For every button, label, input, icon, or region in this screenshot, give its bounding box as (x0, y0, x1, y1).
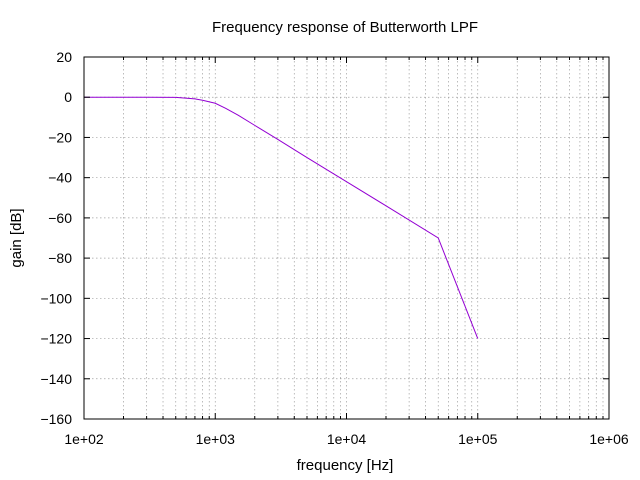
y-tick-label: −120 (40, 331, 72, 347)
chart-title: Frequency response of Butterworth LPF (212, 19, 478, 36)
x-tick-label: 1e+06 (589, 431, 629, 447)
y-tick-label: −80 (48, 250, 72, 266)
x-tick-label: 1e+03 (196, 431, 236, 447)
x-tick-label: 1e+04 (327, 431, 367, 447)
y-tick-label: 0 (64, 89, 72, 105)
y-tick-label: −100 (40, 290, 72, 306)
y-tick-label: −20 (48, 129, 72, 145)
y-tick-labels: 20 0 −20 −40 −60 −80 −100 −120 −140 −160 (40, 49, 72, 427)
x-tick-labels: 1e+02 1e+03 1e+04 1e+05 1e+06 (64, 431, 629, 447)
grid (84, 57, 609, 419)
x-tick-label: 1e+02 (64, 431, 104, 447)
plot-area (84, 96, 479, 339)
y-tick-label: 20 (56, 49, 72, 65)
axis-ticks (83, 56, 610, 420)
x-tick-label: 1e+05 (458, 431, 498, 447)
y-tick-label: −140 (40, 371, 72, 387)
x-axis-label: frequency [Hz] (297, 457, 394, 474)
y-tick-label: −60 (48, 210, 72, 226)
y-tick-label: −160 (40, 411, 72, 427)
series-line (84, 96, 479, 339)
y-axis-label: gain [dB] (8, 208, 25, 267)
y-tick-label: −40 (48, 170, 72, 186)
